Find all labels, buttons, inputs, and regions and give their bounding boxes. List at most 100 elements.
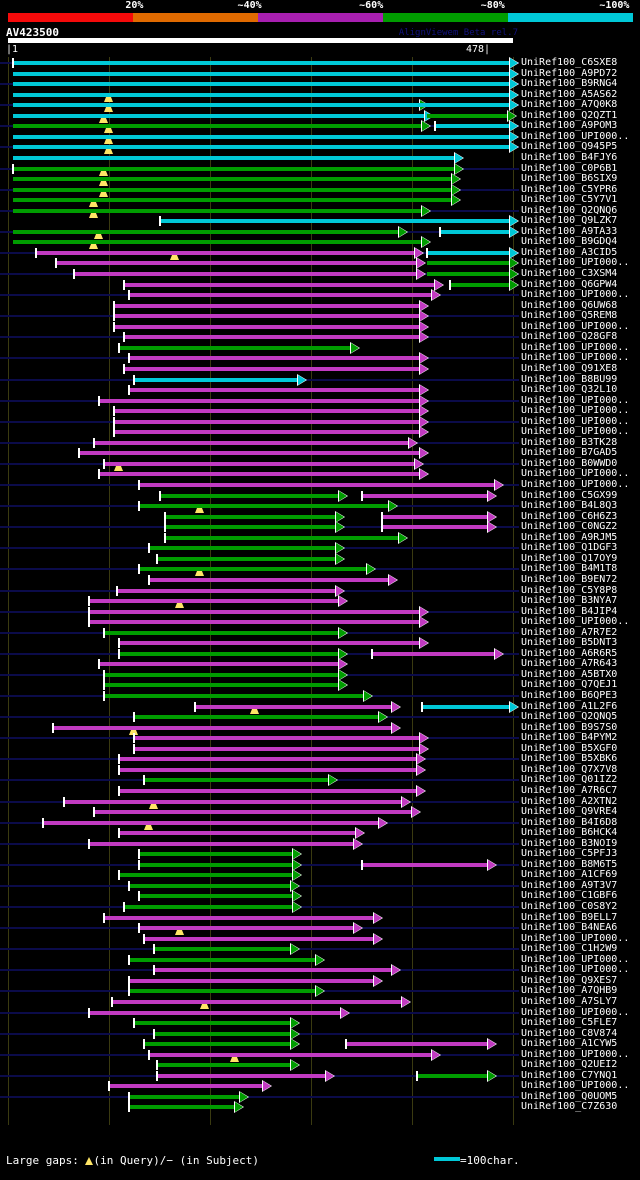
hit-label[interactable]: UniRef100_B5XBK6: [521, 753, 618, 765]
hsp-bar[interactable]: [42, 816, 389, 829]
hit-label[interactable]: UniRef100_C7YNQ1: [521, 1069, 618, 1081]
hit-label[interactable]: UniRef100_B9EN72: [521, 573, 618, 585]
hit-label[interactable]: UniRef100_A7Q0K8: [521, 99, 618, 111]
hit-label[interactable]: UniRef100_B4JIP4: [521, 605, 618, 617]
hsp-bar[interactable]: [13, 236, 432, 249]
hit-label[interactable]: UniRef100_Q945P5: [521, 141, 618, 153]
alignment-row[interactable]: UniRef100_C6SXE8: [0, 57, 640, 70]
hit-label[interactable]: UniRef100_A3CID5: [521, 246, 618, 258]
alignment-row[interactable]: UniRef100_A1L2F6: [0, 700, 640, 714]
hit-label[interactable]: UniRef100_C3XSM4: [521, 268, 618, 279]
hsp-bar[interactable]: [13, 78, 520, 91]
alignment-row[interactable]: UniRef100_A5BTX0: [0, 668, 640, 682]
hsp-bar[interactable]: [133, 711, 389, 724]
alignment-row[interactable]: UniRef100_Q91XE8: [0, 362, 640, 376]
alignment-row[interactable]: UniRef100_A9TA33: [0, 225, 640, 239]
alignment-row[interactable]: UniRef100_Q945P5: [0, 141, 640, 155]
hsp-bar[interactable]: [97, 468, 429, 481]
alignment-row[interactable]: UniRef100_UPI000..: [0, 257, 640, 270]
hit-label[interactable]: UniRef100_UPI000..: [521, 257, 630, 269]
hit-label[interactable]: UniRef100_Q28GF8: [521, 331, 618, 343]
hit-label[interactable]: UniRef100_A1CF69: [521, 869, 618, 881]
hsp-bar[interactable]: [128, 1090, 250, 1103]
hsp-bar[interactable]: [102, 457, 424, 470]
hit-label[interactable]: UniRef100_UPI000..: [521, 953, 630, 965]
hit-label[interactable]: UniRef100_B4I6D8: [521, 816, 618, 828]
hsp-bar[interactable]: [138, 858, 303, 871]
alignment-row[interactable]: UniRef100_B9ELL7: [0, 911, 640, 925]
hit-label[interactable]: UniRef100_B5DNT3: [521, 637, 618, 649]
hit-label[interactable]: UniRef100_B0WWD0: [521, 457, 618, 469]
alignment-row[interactable]: UniRef100_Q6UW68: [0, 299, 640, 313]
hsp-bar[interactable]: [158, 215, 520, 228]
alignment-row[interactable]: UniRef100_UPI000..: [0, 1080, 640, 1093]
alignment-row[interactable]: UniRef100_C1GBF6: [0, 890, 640, 903]
alignment-row[interactable]: UniRef100_C5Y7V1: [0, 194, 640, 208]
hit-label[interactable]: UniRef100_UPI000..: [521, 932, 630, 944]
alignment-row[interactable]: UniRef100_UPI000..: [0, 1006, 640, 1020]
hsp-bar[interactable]: [155, 1069, 336, 1082]
alignment-row[interactable]: UniRef100_A9RJM5: [0, 531, 640, 545]
alignment-row[interactable]: UniRef100_A7Q0K8: [0, 99, 640, 113]
hsp-bar[interactable]: [118, 784, 427, 797]
alignment-row[interactable]: UniRef100_Q17OY9: [0, 552, 640, 566]
alignment-row[interactable]: UniRef100_UPI000..: [0, 415, 640, 429]
alignment-row[interactable]: UniRef100_UPI000..: [0, 616, 640, 629]
hit-label[interactable]: UniRef100_B9S7S0: [521, 721, 618, 733]
hsp-bar[interactable]: [138, 563, 376, 576]
hsp-bar[interactable]: [97, 658, 348, 671]
hsp-bar[interactable]: [427, 109, 517, 122]
hsp-bar[interactable]: [87, 595, 348, 608]
alignment-row[interactable]: UniRef100_A9T3V7: [0, 879, 640, 893]
hsp-bar[interactable]: [128, 1101, 245, 1114]
hit-label[interactable]: UniRef100_B6HCK4: [521, 827, 618, 839]
hit-label[interactable]: UniRef100_Q9XES7: [521, 974, 618, 986]
hit-label[interactable]: UniRef100_UPI000..: [521, 616, 630, 628]
hsp-bar[interactable]: [13, 99, 520, 112]
hit-label[interactable]: UniRef100_C8V874: [521, 1027, 618, 1039]
alignment-row[interactable]: UniRef100_A7R643: [0, 658, 640, 671]
alignment-row[interactable]: UniRef100_C1H2W9: [0, 943, 640, 956]
hit-label[interactable]: UniRef100_A2XTN2: [521, 795, 618, 807]
hit-label[interactable]: UniRef100_UPI000..: [521, 130, 630, 142]
hit-label[interactable]: UniRef100_UPI000..: [521, 289, 630, 301]
hsp-bar[interactable]: [87, 837, 363, 850]
alignment-row[interactable]: UniRef100_B8M6T5: [0, 858, 640, 872]
hsp-bar[interactable]: [92, 436, 419, 449]
hit-label[interactable]: UniRef100_Q9LZK7: [521, 215, 618, 227]
hsp-bar[interactable]: [143, 774, 338, 787]
hsp-bar[interactable]: [12, 162, 464, 175]
alignment-row[interactable]: UniRef100_UPI000..: [0, 289, 640, 302]
alignment-row[interactable]: UniRef100_B4I6D8: [0, 816, 640, 830]
alignment-row[interactable]: UniRef100_B5XBK6: [0, 753, 640, 766]
alignment-row[interactable]: UniRef100_B4M1T8: [0, 563, 640, 577]
alignment-row[interactable]: UniRef100_B6HCK4: [0, 827, 640, 840]
hit-label[interactable]: UniRef100_C5FLE7: [521, 1017, 618, 1029]
hit-label[interactable]: UniRef100_A7QHB9: [521, 985, 618, 997]
hit-label[interactable]: UniRef100_Q9VRE4: [521, 806, 618, 818]
alignment-row[interactable]: UniRef100_Q2UEI2: [0, 1059, 640, 1072]
hit-label[interactable]: UniRef100_UPI000..: [521, 964, 630, 976]
alignment-row[interactable]: UniRef100_Q1DGF3: [0, 542, 640, 555]
hsp-bar[interactable]: [118, 637, 429, 650]
alignment-row[interactable]: UniRef100_UPI000..: [0, 394, 640, 408]
alignment-row[interactable]: UniRef100_UPI000..: [0, 1048, 640, 1062]
alignment-row[interactable]: UniRef100_UPI000..: [0, 953, 640, 967]
hsp-bar[interactable]: [102, 626, 348, 639]
alignment-row[interactable]: UniRef100_Q28GF8: [0, 331, 640, 344]
hsp-bar[interactable]: [370, 647, 505, 660]
hit-label[interactable]: UniRef100_B6SIX9: [521, 173, 618, 185]
hit-label[interactable]: UniRef100_B4M1T8: [521, 563, 618, 575]
hsp-bar[interactable]: [102, 690, 373, 702]
hsp-bar[interactable]: [52, 721, 401, 734]
hit-label[interactable]: UniRef100_A5AS62: [521, 88, 618, 100]
alignment-row[interactable]: UniRef100_A7SLY7: [0, 995, 640, 1009]
hsp-bar[interactable]: [13, 183, 462, 196]
hsp-bar[interactable]: [421, 700, 520, 713]
alignment-row[interactable]: UniRef100_Q32L10: [0, 384, 640, 397]
alignment-row[interactable]: UniRef100_A5AS62: [0, 88, 640, 102]
hsp-bar[interactable]: [380, 510, 497, 523]
hsp-bar[interactable]: [108, 1080, 273, 1093]
hsp-bar[interactable]: [13, 109, 434, 122]
hsp-bar[interactable]: [113, 405, 429, 418]
